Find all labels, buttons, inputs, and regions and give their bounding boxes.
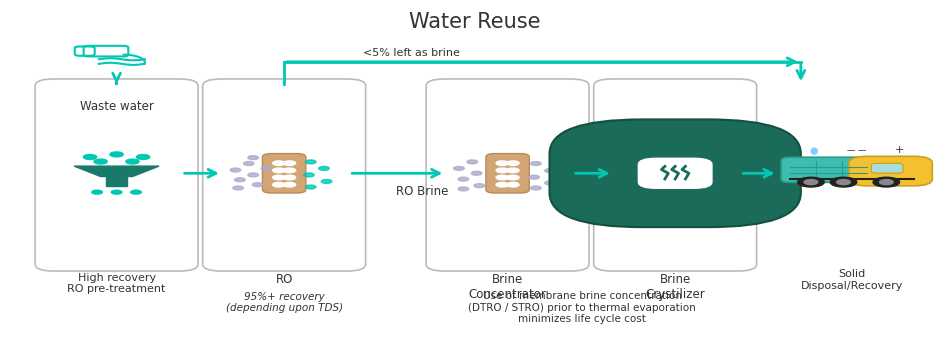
- FancyBboxPatch shape: [659, 147, 692, 157]
- Text: Solid
Disposal/Recovery: Solid Disposal/Recovery: [801, 270, 903, 291]
- Circle shape: [131, 190, 142, 194]
- Circle shape: [273, 175, 285, 180]
- Circle shape: [506, 182, 519, 187]
- Circle shape: [458, 187, 468, 191]
- Circle shape: [125, 159, 139, 164]
- FancyBboxPatch shape: [871, 163, 902, 173]
- Circle shape: [531, 186, 542, 190]
- Circle shape: [248, 156, 258, 160]
- Circle shape: [873, 177, 900, 187]
- Circle shape: [474, 184, 484, 188]
- Text: Brine
Crystilizer: Brine Crystilizer: [645, 273, 705, 301]
- Text: ●: ●: [809, 146, 818, 155]
- FancyBboxPatch shape: [35, 79, 198, 271]
- Circle shape: [253, 183, 263, 187]
- Circle shape: [305, 185, 316, 189]
- Text: High recovery
RO pre-treatment: High recovery RO pre-treatment: [67, 273, 165, 294]
- Circle shape: [230, 168, 240, 172]
- Circle shape: [283, 161, 295, 166]
- FancyBboxPatch shape: [781, 157, 877, 182]
- Circle shape: [305, 160, 316, 164]
- Circle shape: [304, 173, 314, 177]
- Text: Waste water: Waste water: [80, 99, 154, 113]
- Circle shape: [283, 168, 295, 173]
- FancyBboxPatch shape: [262, 154, 306, 193]
- Text: Water Reuse: Water Reuse: [409, 12, 541, 32]
- FancyBboxPatch shape: [659, 189, 692, 200]
- Circle shape: [273, 182, 285, 187]
- Circle shape: [496, 161, 508, 166]
- Circle shape: [496, 175, 508, 180]
- Polygon shape: [106, 176, 127, 186]
- FancyBboxPatch shape: [594, 79, 756, 271]
- Circle shape: [111, 190, 122, 194]
- Circle shape: [458, 177, 468, 181]
- Polygon shape: [74, 166, 159, 176]
- Circle shape: [84, 155, 97, 160]
- FancyBboxPatch shape: [637, 158, 712, 189]
- Circle shape: [798, 177, 825, 187]
- Circle shape: [94, 159, 107, 164]
- Circle shape: [283, 175, 295, 180]
- Circle shape: [92, 190, 103, 194]
- Circle shape: [248, 173, 258, 177]
- Circle shape: [471, 172, 482, 175]
- Circle shape: [261, 167, 272, 170]
- Text: Use of membrane brine concentration
(DTRO / STRO) prior to thermal evaporation
m: Use of membrane brine concentration (DTR…: [468, 291, 696, 324]
- Circle shape: [466, 160, 478, 164]
- Circle shape: [880, 180, 893, 185]
- Circle shape: [110, 152, 124, 157]
- FancyBboxPatch shape: [202, 79, 366, 271]
- FancyBboxPatch shape: [549, 119, 801, 227]
- Text: RO Brine: RO Brine: [396, 185, 448, 198]
- Circle shape: [233, 186, 243, 190]
- Circle shape: [544, 169, 556, 173]
- Text: 95%+ recovery
(depending upon TDS): 95%+ recovery (depending upon TDS): [225, 292, 343, 313]
- Circle shape: [496, 182, 508, 187]
- Text: RO: RO: [276, 273, 293, 286]
- Circle shape: [804, 180, 818, 185]
- Circle shape: [506, 161, 519, 166]
- Circle shape: [830, 177, 857, 187]
- Circle shape: [529, 175, 540, 179]
- Circle shape: [506, 168, 519, 173]
- FancyBboxPatch shape: [485, 154, 529, 193]
- Circle shape: [321, 180, 332, 183]
- Circle shape: [506, 175, 519, 180]
- Circle shape: [496, 168, 508, 173]
- Text: <5% left as brine: <5% left as brine: [363, 48, 460, 58]
- Circle shape: [273, 168, 285, 173]
- Text: +: +: [895, 145, 903, 155]
- Circle shape: [243, 162, 254, 166]
- Circle shape: [454, 167, 465, 170]
- Circle shape: [283, 182, 295, 187]
- Circle shape: [544, 181, 556, 185]
- Circle shape: [318, 167, 330, 170]
- Text: — —: — —: [846, 146, 866, 155]
- FancyBboxPatch shape: [849, 156, 932, 186]
- Circle shape: [531, 162, 542, 166]
- FancyBboxPatch shape: [427, 79, 589, 271]
- Circle shape: [837, 180, 850, 185]
- Circle shape: [273, 161, 285, 166]
- Circle shape: [137, 155, 150, 160]
- Circle shape: [235, 178, 245, 182]
- Text: Brine
Concentrator: Brine Concentrator: [468, 273, 546, 301]
